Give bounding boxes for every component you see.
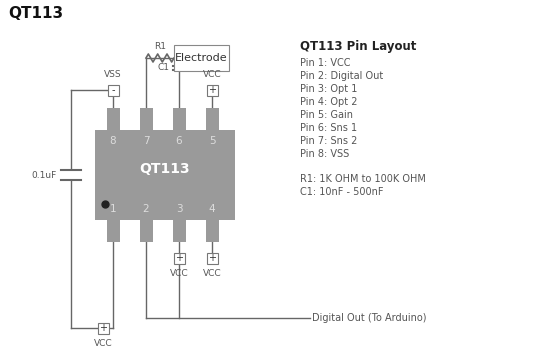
Bar: [106, 108, 120, 130]
Bar: [206, 220, 219, 242]
Text: -: -: [111, 85, 115, 95]
Text: Pin 1: VCC: Pin 1: VCC: [300, 58, 351, 68]
Bar: [172, 108, 185, 130]
Text: +: +: [99, 323, 107, 333]
Text: Digital Out (To Arduino): Digital Out (To Arduino): [312, 313, 426, 323]
Text: VSS: VSS: [104, 70, 122, 79]
Text: +: +: [208, 253, 216, 263]
Text: 0.1uF: 0.1uF: [32, 170, 57, 179]
Text: 4: 4: [209, 204, 215, 214]
Text: Pin 6: Sns 1: Pin 6: Sns 1: [300, 123, 357, 133]
Text: VCC: VCC: [170, 269, 188, 278]
Text: VCC: VCC: [202, 70, 221, 79]
Text: QT113: QT113: [8, 6, 63, 21]
Text: Pin 8: VSS: Pin 8: VSS: [300, 149, 349, 159]
Text: Pin 3: Opt 1: Pin 3: Opt 1: [300, 84, 358, 94]
Text: 8: 8: [110, 136, 117, 146]
Bar: [207, 84, 217, 96]
Text: 1: 1: [110, 204, 117, 214]
Text: R1: 1K OHM to 100K OHM: R1: 1K OHM to 100K OHM: [300, 174, 426, 184]
Text: 2: 2: [143, 204, 149, 214]
Bar: [140, 108, 153, 130]
Text: 5: 5: [209, 136, 215, 146]
Text: R1: R1: [154, 42, 166, 51]
Text: C1: C1: [157, 63, 170, 73]
Bar: [206, 108, 219, 130]
Text: 6: 6: [176, 136, 183, 146]
Text: VCC: VCC: [202, 269, 221, 278]
Bar: [207, 252, 217, 263]
Bar: [98, 323, 108, 334]
Text: C1: 10nF - 500nF: C1: 10nF - 500nF: [300, 187, 383, 197]
Bar: [95, 130, 235, 220]
Text: QT113: QT113: [140, 162, 190, 176]
Text: +: +: [208, 85, 216, 95]
Bar: [173, 252, 185, 263]
Text: 7: 7: [143, 136, 149, 146]
Bar: [106, 220, 120, 242]
Bar: [172, 220, 185, 242]
Bar: [140, 220, 153, 242]
Bar: [174, 45, 229, 71]
Text: Pin 5: Gain: Pin 5: Gain: [300, 110, 353, 120]
Text: VCC: VCC: [93, 339, 112, 348]
Text: Pin 7: Sns 2: Pin 7: Sns 2: [300, 136, 358, 146]
Text: +: +: [175, 253, 183, 263]
Text: Pin 2: Digital Out: Pin 2: Digital Out: [300, 71, 383, 81]
Text: Pin 4: Opt 2: Pin 4: Opt 2: [300, 97, 358, 107]
Text: Electrode: Electrode: [175, 53, 228, 63]
Text: 3: 3: [176, 204, 183, 214]
Bar: [107, 84, 119, 96]
Text: QT113 Pin Layout: QT113 Pin Layout: [300, 40, 416, 53]
